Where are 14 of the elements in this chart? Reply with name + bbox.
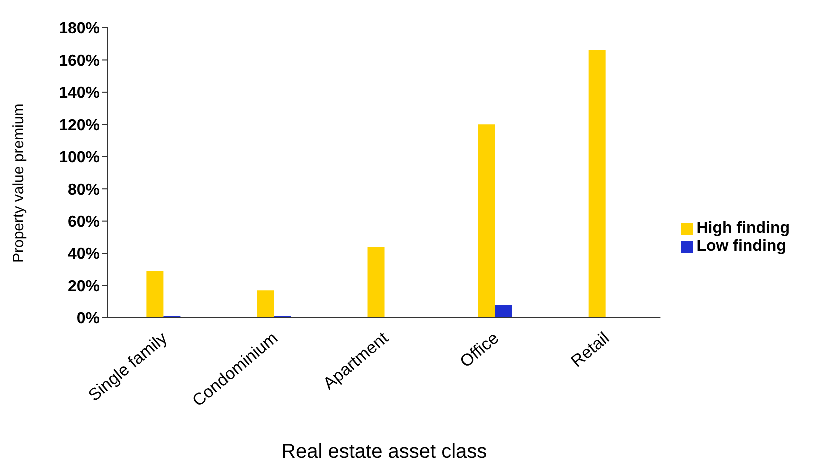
y-tick-label: 160% (59, 52, 100, 70)
x-axis-title: Real estate asset class (282, 441, 488, 463)
y-tick-label: 80% (68, 182, 100, 199)
y-tick-label: 180% (59, 20, 100, 38)
y-tick-label: 100% (59, 150, 100, 167)
legend-label: High finding (696, 220, 790, 237)
y-tick-label: 20% (68, 278, 100, 296)
y-tick-label: 60% (68, 214, 100, 232)
y-axis-title: Property value premium (10, 104, 28, 263)
y-tick-label: 0% (76, 310, 100, 328)
y-tick-label: 140% (59, 85, 100, 102)
legend-label: Low finding (696, 238, 786, 255)
y-tick-label: 40% (68, 246, 100, 264)
y-tick-label: 120% (59, 117, 100, 134)
